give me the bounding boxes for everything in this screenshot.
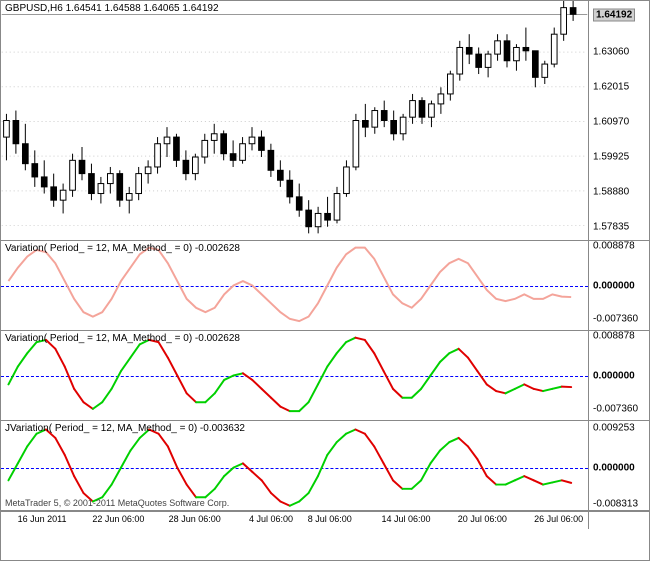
price-chart-area[interactable]: GBPUSD,H6 1.64541 1.64588 1.64065 1.6419… — [1, 1, 589, 240]
indicator-panel-1[interactable]: Variation( Period_ = 12, MA_Method_ = 0)… — [1, 331, 649, 421]
ohlc-values: 1.64541 1.64588 1.64065 1.64192 — [66, 3, 219, 14]
indicator-y-axis-1: -0.0073600.0000000.008878 — [589, 331, 649, 420]
indicator-y-axis-0: -0.0073600.0000000.008878 — [589, 241, 649, 330]
chart-window: GBPUSD,H6 1.64541 1.64588 1.64065 1.6419… — [0, 0, 650, 561]
indicator-svg-2 — [1, 421, 588, 510]
copyright-text: MetaTrader 5, © 2001-2011 MetaQuotes Sof… — [5, 498, 229, 508]
symbol-title: GBPUSD,H6 1.64541 1.64588 1.64065 1.6419… — [5, 3, 219, 14]
price-y-axis: 1.578351.588801.599251.609701.620151.630… — [589, 1, 649, 240]
time-axis-labels: 16 Jun 201122 Jun 06:0028 Jun 06:004 Jul… — [1, 512, 589, 529]
indicator-svg-0 — [1, 241, 588, 330]
indicator-title-0: Variation( Period_ = 12, MA_Method_ = 0)… — [5, 243, 240, 254]
indicator-panel-2[interactable]: JVariation( Period_ = 12, MA_Method_ = 0… — [1, 421, 649, 511]
candlestick-svg — [1, 1, 588, 240]
indicator-svg-1 — [1, 331, 588, 420]
indicator-title-2: JVariation( Period_ = 12, MA_Method_ = 0… — [5, 423, 245, 434]
indicator-panel-0[interactable]: Variation( Period_ = 12, MA_Method_ = 0)… — [1, 241, 649, 331]
time-axis: 16 Jun 201122 Jun 06:0028 Jun 06:004 Jul… — [1, 511, 649, 529]
indicator-y-axis-2: -0.0083130.0000000.009253 — [589, 421, 649, 510]
indicator-area-0[interactable]: Variation( Period_ = 12, MA_Method_ = 0)… — [1, 241, 589, 330]
indicator-area-1[interactable]: Variation( Period_ = 12, MA_Method_ = 0)… — [1, 331, 589, 420]
price-panel[interactable]: GBPUSD,H6 1.64541 1.64588 1.64065 1.6419… — [1, 1, 649, 241]
indicator-area-2[interactable]: JVariation( Period_ = 12, MA_Method_ = 0… — [1, 421, 589, 510]
symbol-name: GBPUSD,H6 — [5, 3, 63, 14]
indicator-title-1: Variation( Period_ = 12, MA_Method_ = 0)… — [5, 333, 240, 344]
